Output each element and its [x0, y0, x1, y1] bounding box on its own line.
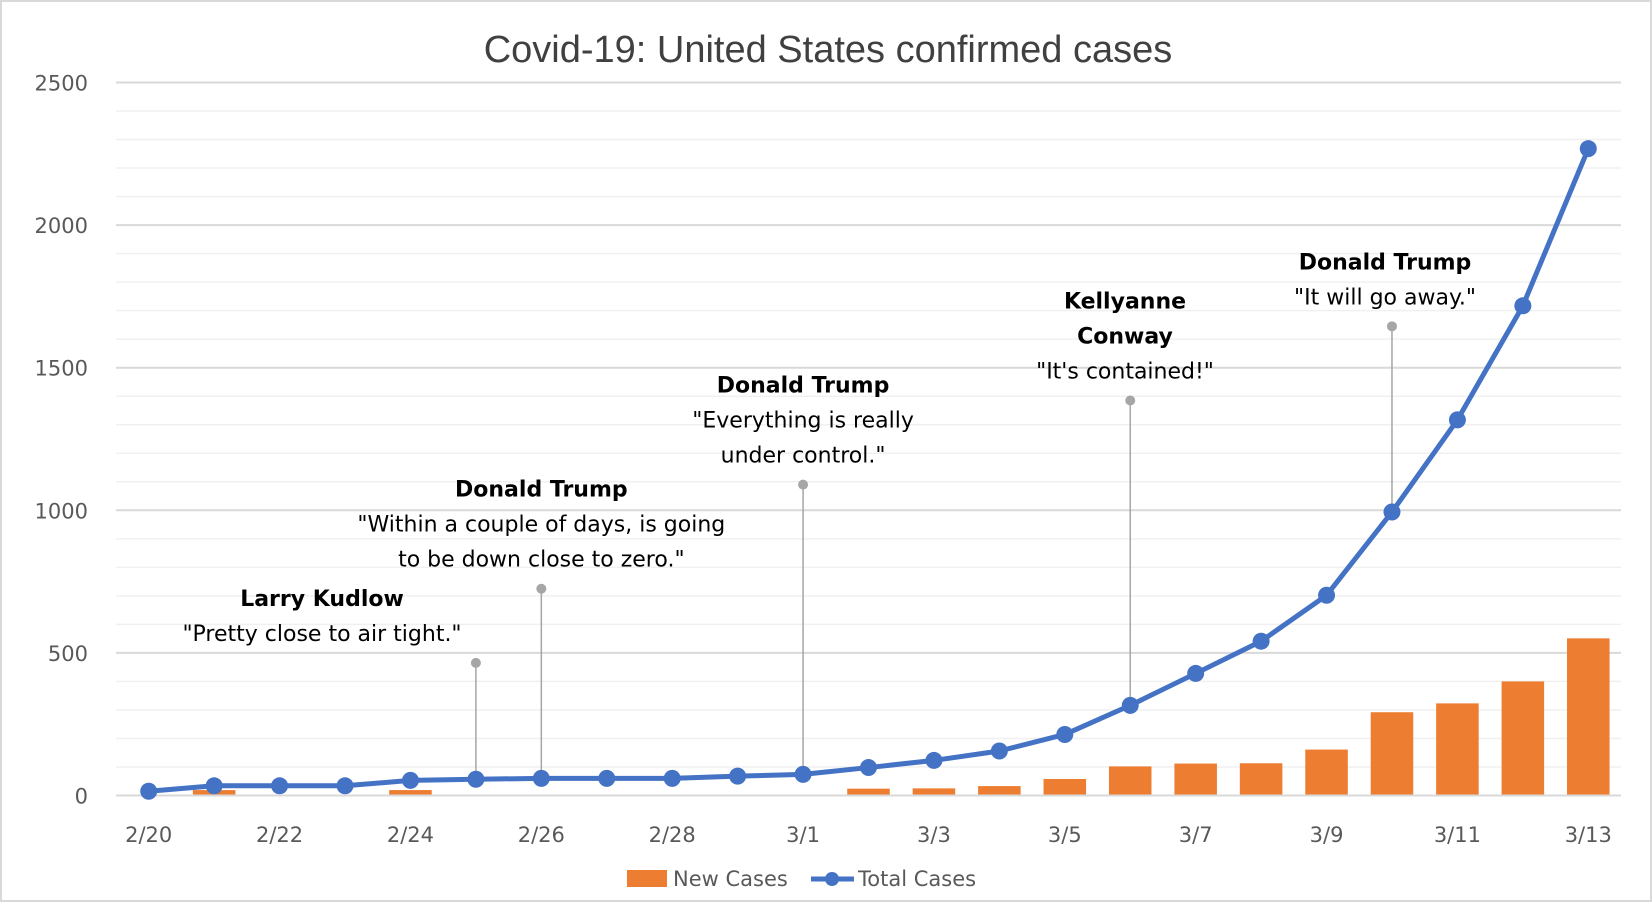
x-tick-label: 3/5	[1048, 823, 1082, 847]
annotation-quote: under control."	[721, 444, 886, 469]
legend: New Cases Total Cases	[627, 867, 976, 891]
gridlines	[116, 81, 1621, 797]
point-total-cases	[336, 777, 354, 795]
annotation-speaker: Donald Trump	[455, 478, 628, 503]
x-tick-label: 2/28	[649, 823, 696, 847]
bar-new-cases	[1174, 763, 1217, 796]
annotation-quote: "Pretty close to air tight."	[182, 622, 461, 647]
legend-swatch-new-cases	[627, 870, 667, 887]
point-total-cases	[1252, 632, 1270, 650]
bar-new-cases	[912, 788, 956, 796]
y-tick-label: 2500	[35, 72, 88, 96]
point-total-cases	[663, 769, 681, 787]
annotation-quote: "It's contained!"	[1036, 359, 1214, 384]
x-tick-label: 3/11	[1434, 823, 1481, 847]
y-tick-label: 2000	[35, 214, 88, 238]
x-tick-label: 2/24	[387, 823, 434, 847]
annotation-leader-dot	[798, 479, 809, 490]
point-total-cases	[598, 769, 616, 787]
point-total-cases	[1121, 696, 1139, 714]
annotation-speaker: Donald Trump	[717, 374, 890, 399]
chart-title: Covid-19: United States confirmed cases	[484, 29, 1173, 71]
point-total-cases	[1448, 411, 1466, 429]
bar-new-cases	[1501, 681, 1545, 796]
line-total-cases	[148, 147, 1591, 794]
point-total-cases	[1056, 725, 1074, 743]
x-tick-label: 3/9	[1310, 823, 1344, 847]
x-tick-label: 3/3	[917, 823, 951, 847]
point-total-cases	[1318, 586, 1336, 604]
annotation-quote: "Everything is really	[692, 409, 914, 434]
annotation-leader-dot	[470, 657, 481, 668]
annotation-quote: to be down close to zero."	[398, 548, 685, 573]
point-total-cases	[401, 771, 419, 789]
point-total-cases	[1514, 297, 1532, 315]
point-total-cases	[860, 759, 877, 777]
point-total-cases	[1383, 503, 1401, 521]
point-total-cases	[925, 751, 943, 769]
legend-label-total-cases: Total Cases	[857, 867, 976, 891]
x-axis: 2/20 2/22 2/24 2/26 2/28 3/1 3/3 3/5 3/7 3/9 3/11 3…	[116, 794, 1621, 847]
annotation-leader-dot	[1125, 395, 1136, 406]
annotation-leader-dot	[1386, 321, 1397, 332]
bar-new-cases	[1305, 749, 1348, 796]
bar-new-cases	[847, 788, 890, 796]
bar-new-cases	[389, 790, 432, 796]
bar-new-cases	[1567, 638, 1610, 796]
x-tick-label: 2/20	[125, 823, 172, 847]
x-tick-label: 3/7	[1179, 823, 1213, 847]
bar-new-cases	[978, 786, 1021, 796]
point-total-cases	[729, 767, 747, 785]
annotation-speaker: Kellyanne	[1064, 289, 1186, 314]
total-cases-line	[140, 140, 1597, 800]
bar-new-cases	[1436, 703, 1479, 796]
y-tick-label: 0	[75, 785, 88, 809]
point-total-cases	[140, 782, 158, 800]
new-cases-bars	[192, 638, 1610, 796]
bar-new-cases	[1043, 778, 1087, 796]
point-total-cases	[205, 777, 223, 795]
bar-new-cases	[1370, 712, 1414, 796]
legend-label-new-cases: New Cases	[673, 867, 788, 891]
bar-new-cases	[1108, 766, 1152, 796]
point-total-cases	[990, 742, 1008, 760]
annotation-speaker: Donald Trump	[1299, 250, 1472, 275]
x-tick-label: 2/22	[256, 823, 303, 847]
y-axis: 0 500 1000 1500 2000 2500	[35, 72, 88, 809]
legend-swatch-total-cases-marker	[825, 872, 839, 886]
annotation-leader-dot	[536, 583, 547, 594]
point-total-cases	[1187, 664, 1205, 682]
x-tick-label: 3/13	[1565, 823, 1612, 847]
annotation-quote: "Within a couple of days, is going	[357, 513, 725, 538]
annotations: Larry Kudlow "Pretty close to air tight."…	[182, 250, 1476, 647]
x-tick-label: 3/1	[786, 823, 820, 847]
y-tick-label: 500	[48, 642, 88, 666]
y-tick-label: 1000	[35, 499, 88, 523]
annotation-speaker: Larry Kudlow	[240, 587, 404, 612]
point-total-cases	[532, 769, 550, 787]
annotation-quote: "It will go away."	[1294, 285, 1476, 310]
point-total-cases	[271, 777, 289, 795]
point-total-cases	[467, 770, 485, 788]
annotation-speaker: Conway	[1077, 324, 1173, 349]
point-total-cases	[1579, 140, 1597, 158]
annotation-leaders	[470, 321, 1397, 780]
y-tick-label: 1500	[35, 357, 88, 381]
bar-new-cases	[1239, 763, 1283, 796]
x-tick-label: 2/26	[518, 823, 565, 847]
point-total-cases	[794, 765, 812, 783]
